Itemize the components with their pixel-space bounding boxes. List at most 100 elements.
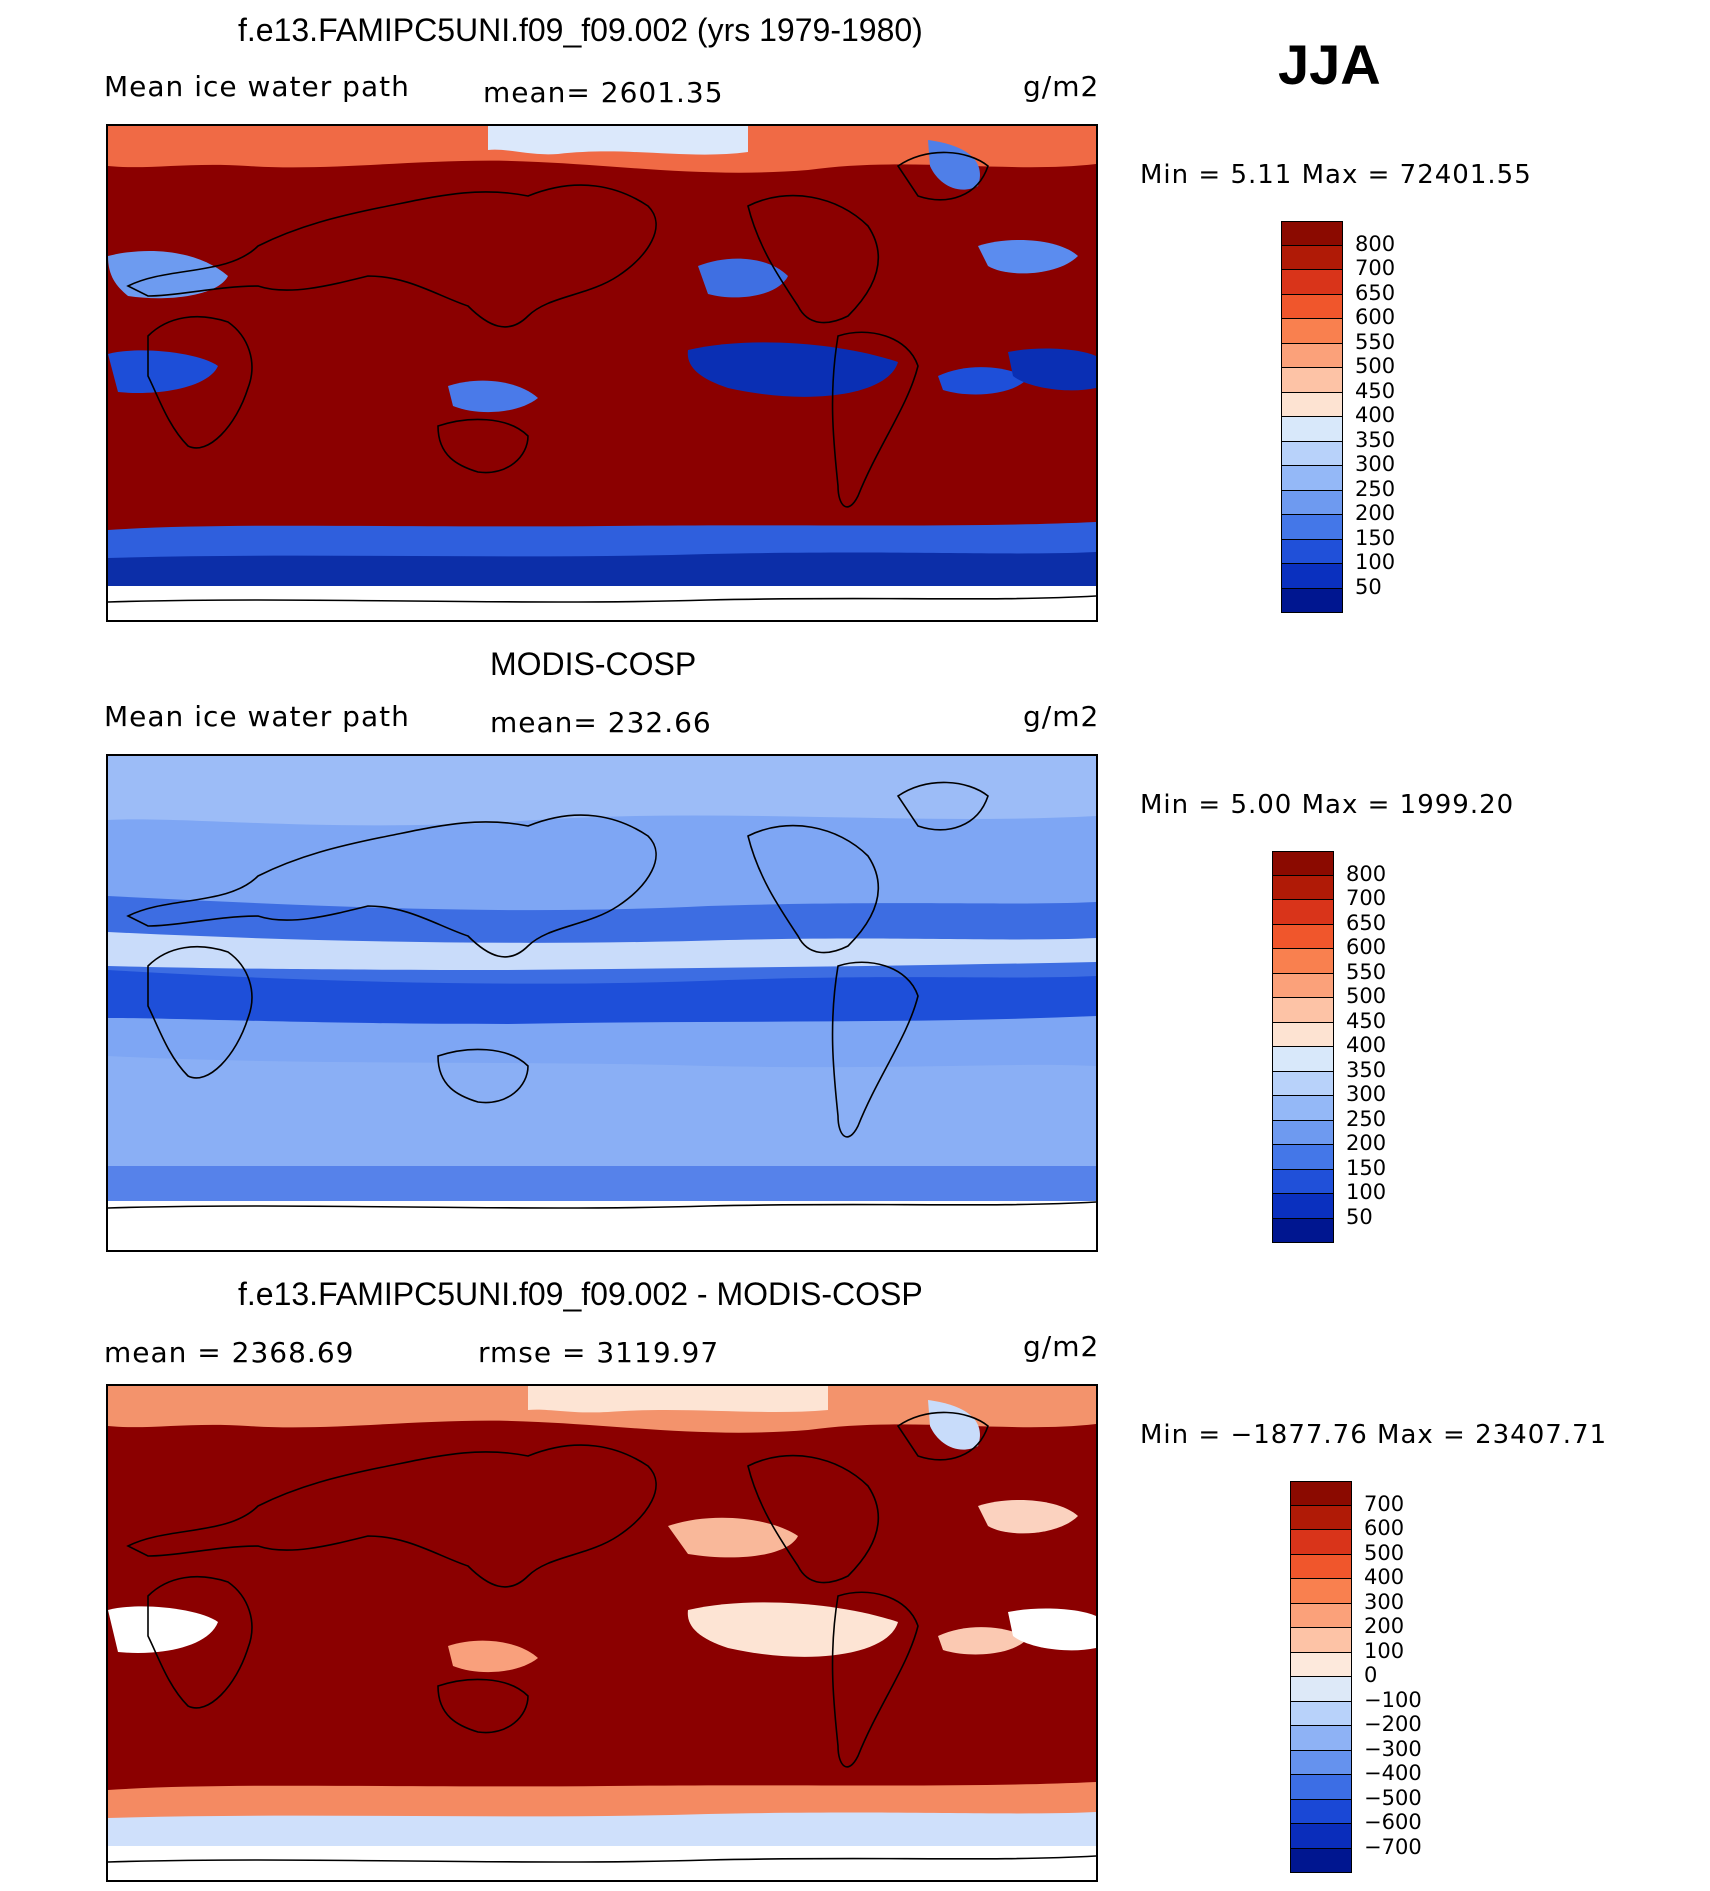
- colorbar-tick-label: 600: [1364, 1516, 1405, 1540]
- colorbar-tick-label: 350: [1355, 427, 1396, 452]
- panel-1-map-svg: [108, 126, 1096, 620]
- colorbar-swatch: [1290, 1701, 1352, 1726]
- colorbar-tick-label: 150: [1355, 525, 1396, 550]
- panel-2-left-label: Mean ice water path: [104, 700, 410, 733]
- colorbar-swatch: [1272, 949, 1334, 974]
- colorbar-tick-label: 450: [1355, 378, 1396, 403]
- colorbar-swatch: [1281, 368, 1343, 393]
- colorbar-tick-label: 200: [1346, 1131, 1387, 1155]
- colorbar-tick-label: 700: [1346, 886, 1387, 910]
- colorbar-tick-label: 600: [1346, 935, 1387, 959]
- panel-3-units: g/m2: [1023, 1330, 1100, 1363]
- colorbar-tick-label: 50: [1346, 1204, 1373, 1229]
- colorbar-swatch: [1281, 564, 1343, 589]
- colorbar-swatch: [1272, 875, 1334, 900]
- field-antarctica-missing: [108, 1201, 1096, 1250]
- colorbar-swatch: [1281, 441, 1343, 466]
- colorbar-swatch: [1281, 294, 1343, 319]
- colorbar-tick-label: 100: [1364, 1638, 1405, 1663]
- panel-2-colorbar: 800 700 650 600 550 500 450 400 350 300 250 200 150 1…: [1272, 851, 1392, 1243]
- colorbar-tick-label: −400: [1364, 1761, 1422, 1785]
- colorbar-tick-label: −700: [1364, 1834, 1422, 1859]
- colorbar-tick-label: 300: [1346, 1082, 1387, 1106]
- panel-2-minmax: Min = 5.00 Max = 1999.20: [1140, 790, 1515, 820]
- colorbar-swatch: [1290, 1824, 1352, 1849]
- colorbar-swatch: [1281, 515, 1343, 540]
- panel-2-title: MODIS-COSP: [490, 646, 697, 682]
- colorbar-tick-label: 500: [1355, 354, 1396, 378]
- colorbar-swatch: [1290, 1481, 1352, 1506]
- panel-3-map-svg: [108, 1386, 1096, 1880]
- colorbar-swatch: [1290, 1554, 1352, 1579]
- colorbar-swatch: [1272, 1169, 1334, 1194]
- panel-2-units: g/m2: [1023, 700, 1100, 733]
- colorbar-swatch: [1272, 1047, 1334, 1072]
- colorbar-tick-label: 700: [1364, 1491, 1405, 1516]
- panel-3-rmse-label: rmse = 3119.97: [478, 1336, 720, 1369]
- field-s-atlantic-2: [1008, 1608, 1096, 1651]
- colorbar-tick-label: 100: [1346, 1180, 1387, 1204]
- colorbar-tick-label: 600: [1355, 305, 1396, 329]
- colorbar-tick-label: 0: [1364, 1663, 1378, 1687]
- colorbar-swatch: [1272, 851, 1334, 876]
- colorbar-swatch: [1272, 1194, 1334, 1219]
- coastlines: [108, 1411, 1096, 1863]
- colorbar-tick-label: −500: [1364, 1785, 1422, 1810]
- colorbar-swatch: [1281, 270, 1343, 295]
- colorbar-tick-label: −100: [1364, 1687, 1422, 1712]
- field-itcz: [108, 932, 1096, 970]
- field-se-pacific: [687, 1602, 898, 1657]
- colorbar-swatch: [1272, 1071, 1334, 1096]
- field-s-africa: [108, 1606, 218, 1653]
- field-ne-pacific: [668, 1517, 798, 1558]
- colorbar-swatch: [1281, 539, 1343, 564]
- colorbar-swatch: [1272, 1120, 1334, 1145]
- panel-1-left-label: Mean ice water path: [104, 70, 410, 103]
- colorbar-swatch: [1290, 1530, 1352, 1555]
- colorbar-swatch: [1272, 1145, 1334, 1170]
- panel-1-title: f.e13.FAMIPC5UNI.f09_f09.002 (yrs 1979-1…: [238, 12, 923, 48]
- colorbar-swatch: [1272, 1022, 1334, 1047]
- colorbar-tick-label: 200: [1355, 501, 1396, 525]
- field-s-africa: [108, 350, 218, 393]
- colorbar-tick-label: −200: [1364, 1712, 1422, 1736]
- colorbar-tick-label: 400: [1355, 403, 1396, 427]
- colorbar-swatch: [1290, 1505, 1352, 1530]
- panel-1-minmax: Min = 5.11 Max = 72401.55: [1140, 160, 1532, 190]
- colorbar-swatch: [1281, 417, 1343, 442]
- colorbar-swatch: [1272, 973, 1334, 998]
- colorbar-tick-label: 650: [1346, 910, 1387, 935]
- panel-1-units: g/m2: [1023, 70, 1100, 103]
- panel-3-colorbar: 700 600 500 400 300 200 100 0 −100 −200 −300 −400 −5…: [1290, 1481, 1422, 1873]
- colorbar-tick-label: 400: [1364, 1565, 1405, 1589]
- colorbar-swatch: [1281, 245, 1343, 270]
- panel-3-title: f.e13.FAMIPC5UNI.f09_f09.002 - MODIS-COS…: [238, 1276, 923, 1312]
- colorbar-swatch: [1290, 1726, 1352, 1751]
- field-s-atlantic-2: [1008, 348, 1096, 391]
- colorbar-tick-label: 800: [1346, 861, 1387, 886]
- colorbar-tick-label: 550: [1355, 329, 1396, 354]
- field-antarctica-missing: [108, 586, 1096, 620]
- colorbar-tick-label: 150: [1346, 1155, 1387, 1180]
- field-australia: [448, 1640, 538, 1673]
- season-label: JJA: [1278, 33, 1381, 96]
- field-arctic-light: [528, 1386, 828, 1413]
- colorbar-swatch: [1281, 221, 1343, 246]
- colorbar-tick-label: 500: [1364, 1540, 1405, 1565]
- field-arctic-light: [488, 126, 748, 155]
- panel-2-map: [106, 754, 1098, 1252]
- field-s-atlantic: [938, 1627, 1028, 1655]
- field-se-pacific: [687, 342, 898, 397]
- colorbar-swatch: [1290, 1848, 1352, 1873]
- field-southern-ocean: [108, 1166, 1096, 1201]
- colorbar-swatch: [1290, 1652, 1352, 1677]
- field-australia: [448, 380, 538, 413]
- panel-1-colorbar: 800 700 650 600 550 500 450 400 350 300 250 200 150 1…: [1281, 221, 1401, 613]
- coastlines: [108, 781, 1096, 1209]
- colorbar-swatch: [1272, 1218, 1334, 1243]
- colorbar-tick-label: 550: [1346, 959, 1387, 984]
- colorbar-tick-label: −600: [1364, 1810, 1422, 1834]
- colorbar-tick-label: 300: [1355, 452, 1396, 476]
- colorbar-swatch: [1281, 343, 1343, 368]
- colorbar-swatch: [1272, 1096, 1334, 1121]
